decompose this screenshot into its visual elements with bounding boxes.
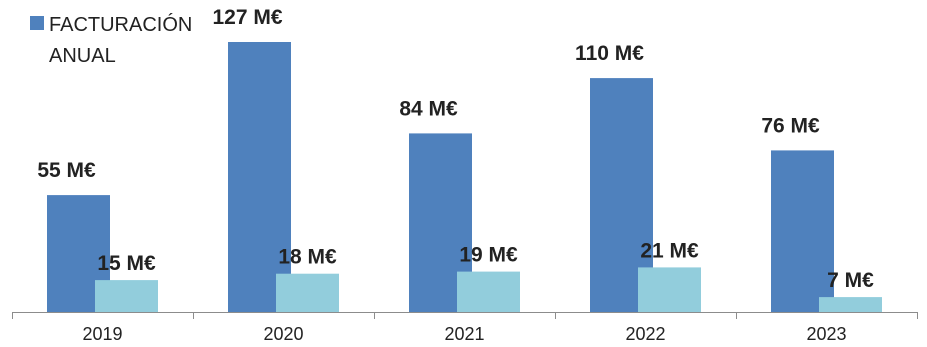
data-label-series-2-2022: 21 M€ <box>640 239 699 262</box>
data-label-series-2-2020: 18 M€ <box>278 246 337 269</box>
x-tick-label-2019: 2019 <box>82 324 122 344</box>
legend-label-line-2: ANUAL <box>49 45 116 67</box>
data-label-series-1-2021: 84 M€ <box>399 97 458 120</box>
bar-series-2-2023 <box>819 297 882 312</box>
data-label-series-2-2019: 15 M€ <box>97 252 156 275</box>
data-label-series-1-2019: 55 M€ <box>37 159 96 182</box>
bar-series-1-2020 <box>228 42 291 312</box>
bar-series-2-2020 <box>276 273 339 312</box>
legend-label-line-1: FACTURACIÓN <box>49 14 193 36</box>
data-label-series-2-2023: 7 M€ <box>827 269 874 292</box>
x-tick-label-2022: 2022 <box>625 324 665 344</box>
data-label-series-1-2023: 76 M€ <box>761 114 820 137</box>
bar-series-1-2023 <box>771 150 834 312</box>
data-label-series-2-2021: 19 M€ <box>459 244 518 267</box>
data-label-series-1-2022: 110 M€ <box>575 42 644 65</box>
x-tick-label-2023: 2023 <box>806 324 846 344</box>
x-tick-label-2021: 2021 <box>444 324 484 344</box>
bar-series-2-2021 <box>457 271 520 312</box>
data-label-series-1-2020: 127 M€ <box>212 6 282 29</box>
bar-series-2-2019 <box>95 280 158 312</box>
legend-swatch <box>30 16 44 30</box>
legend-label: FACTURACIÓN ANUAL <box>49 10 192 72</box>
bar-series-2-2022 <box>638 267 701 312</box>
x-tick-label-2020: 2020 <box>263 324 303 344</box>
